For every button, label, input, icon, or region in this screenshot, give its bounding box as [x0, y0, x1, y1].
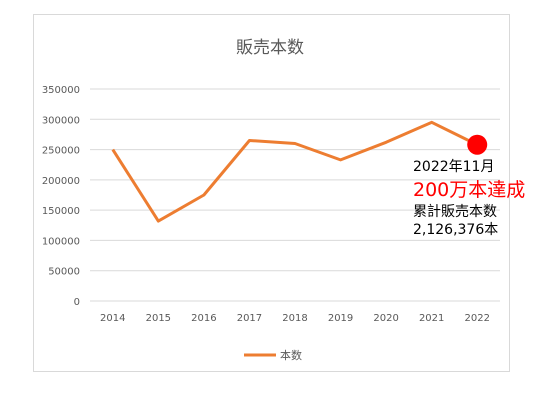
legend: 本数 [244, 348, 302, 362]
series-layer [111, 120, 488, 223]
y-tick-label: 50000 [48, 267, 80, 278]
y-tick-labels: 0 50000 100000 150000 200000 250000 300000 3500… [42, 85, 80, 308]
x-tick-label: 2018 [282, 313, 307, 324]
y-tick-label: 350000 [42, 85, 80, 96]
highlight-point [467, 134, 488, 155]
x-tick-labels: 2014 2015 2016 2017 2018 2019 2020 2021 2022 [100, 313, 490, 324]
x-tick-label: 2020 [373, 313, 398, 324]
chart-frame: 販売本数 0 50000 100000 150000 200000 250000 30000… [33, 14, 510, 372]
grid-layer [90, 88, 500, 302]
line-chart: 販売本数 0 50000 100000 150000 200000 250000 30000… [42, 38, 500, 362]
y-tick-label: 150000 [42, 206, 80, 217]
annotation-caption: 累計販売本数 [413, 204, 497, 220]
y-tick-label: 0 [74, 297, 80, 308]
annotation-total: 2,126,376本 [413, 222, 499, 238]
annotation-date: 2022年11月 [413, 159, 495, 175]
x-tick-label: 2015 [146, 313, 171, 324]
annotation-headline: 200万本達成 [413, 179, 526, 201]
y-tick-label: 200000 [42, 176, 80, 187]
x-tick-label: 2016 [191, 313, 216, 324]
x-tick-label: 2014 [100, 313, 125, 324]
x-tick-label: 2021 [419, 313, 444, 324]
y-tick-label: 250000 [42, 146, 80, 157]
x-tick-label: 2017 [237, 313, 262, 324]
chart-title: 販売本数 [236, 38, 304, 58]
x-tick-label: 2022 [464, 313, 489, 324]
series-line [111, 120, 478, 223]
legend-label: 本数 [280, 348, 302, 362]
x-tick-label: 2019 [328, 313, 353, 324]
y-tick-label: 300000 [42, 115, 80, 126]
y-tick-label: 100000 [42, 236, 80, 247]
